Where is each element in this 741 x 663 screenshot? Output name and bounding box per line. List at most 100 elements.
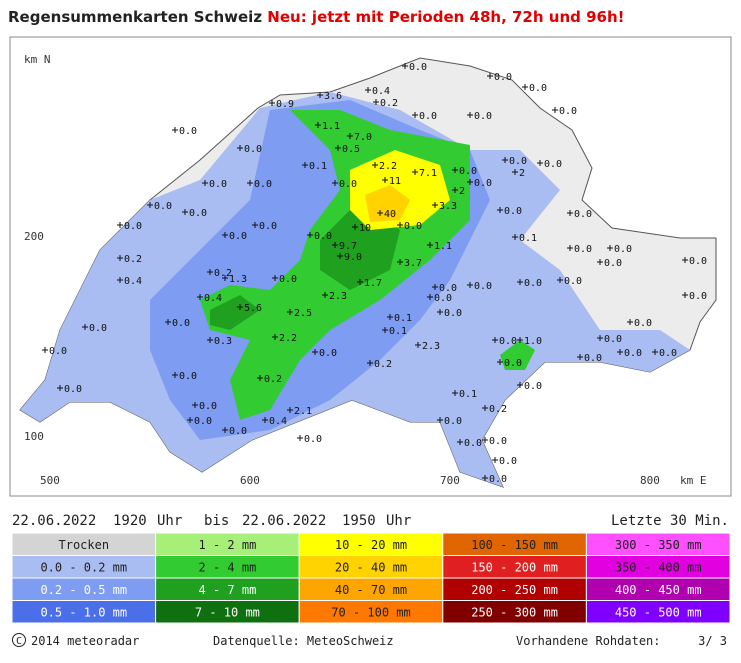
station-marker [467,179,473,185]
station-value: 0.0 [544,159,562,170]
station-value: 7.1 [419,168,437,179]
axis-label: 600 [240,474,260,487]
station-marker [492,457,498,463]
station-value: 1.1 [434,241,452,252]
axis-label: 500 [40,474,60,487]
station-marker [387,314,393,320]
station-marker [682,257,688,263]
map [19,57,717,488]
station-value: 2 [459,186,465,197]
station-value: 0.2 [374,359,392,370]
station-value: 0.2 [380,98,398,109]
station-value: 0.1 [389,326,407,337]
station-value: 0.0 [524,278,542,289]
station-value: 0.2 [489,404,507,415]
station-marker [257,375,263,381]
station-value: 0.0 [559,106,577,117]
station-value: 0.0 [319,348,337,359]
station-marker [287,407,293,413]
station-value: 0.0 [524,381,542,392]
station-marker [165,319,171,325]
window: Letzte 30 Min. [611,513,729,529]
raw-label: Vorhandene Rohdaten: [516,634,661,648]
legend-label: Trocken [59,538,110,552]
station-value: 2.1 [294,406,312,417]
station-marker [412,112,418,118]
title: Regensummenkarten Schweiz [8,8,262,26]
station-value: 0.0 [419,111,437,122]
axis-label: 700 [440,474,460,487]
station-marker [567,210,573,216]
station-value: 0.2 [214,268,232,279]
station-marker [607,245,613,251]
station-value: 0.1 [309,161,327,172]
station-value: 0.0 [529,83,547,94]
copyright: 2014 meteoradar [31,634,139,648]
station-value: 0.0 [172,318,190,329]
axis-label: 800 [640,474,660,487]
station-marker [317,92,323,98]
station-value: 0.0 [689,256,707,267]
station-value: 0.0 [659,348,677,359]
legend-label: 1 - 2 mm [199,538,257,552]
legend-label: 40 - 70 mm [335,583,407,597]
station-marker [377,210,383,216]
station-marker [332,180,338,186]
station-marker [312,349,318,355]
station-marker [402,63,408,69]
station-value: 0.1 [519,233,537,244]
rain-area [365,185,410,222]
station-marker [497,207,503,213]
station-marker [302,162,308,168]
station-marker [682,292,688,298]
station-value: 0.0 [154,201,172,212]
station-value: 40 [384,209,396,220]
station-value: 0.0 [209,179,227,190]
station-marker [207,337,213,343]
axis-label: km N [24,53,51,66]
station-value: 0.4 [372,86,390,97]
copyright-icon [12,633,26,647]
station-marker [42,347,48,353]
station-value: 1.3 [229,274,247,285]
station-marker [522,84,528,90]
station-value: 0.0 [509,156,527,167]
station-marker [222,232,228,238]
station-value: 0.0 [199,401,217,412]
station-marker [269,100,275,106]
station-marker [432,202,438,208]
legend-label: 100 - 150 mm [471,538,558,552]
station-value: 0.0 [504,358,522,369]
station-marker [237,304,243,310]
station-marker [382,177,388,183]
station-marker [482,405,488,411]
legend-label: 250 - 300 mm [471,606,558,620]
notice: Neu: jetzt mit Perioden 48h, 72h und 96h… [267,8,624,26]
station-value: 2.3 [329,291,347,302]
station-marker [427,294,433,300]
station-marker [117,222,123,228]
station-value: 0.0 [604,334,622,345]
station-marker [652,349,658,355]
station-marker [322,292,328,298]
station-value: 0.0 [604,258,622,269]
station-value: 0.0 [259,221,277,232]
station-marker [397,222,403,228]
station-value: 3.6 [324,91,342,102]
station-marker [517,279,523,285]
legend-label: 350 - 400 mm [615,561,702,575]
station-value: 0.0 [634,318,652,329]
station-value: 0.0 [49,346,67,357]
station-value: 0.0 [179,126,197,137]
legend-label: 20 - 40 mm [335,561,407,575]
station-marker [247,180,253,186]
station-marker [352,224,358,230]
station-marker [172,372,178,378]
to-time: 1950 [342,513,376,529]
station-marker [452,390,458,396]
station-marker [512,169,518,175]
station-value: 0.1 [394,313,412,324]
station-marker [597,259,603,265]
station-value: 0.0 [444,308,462,319]
